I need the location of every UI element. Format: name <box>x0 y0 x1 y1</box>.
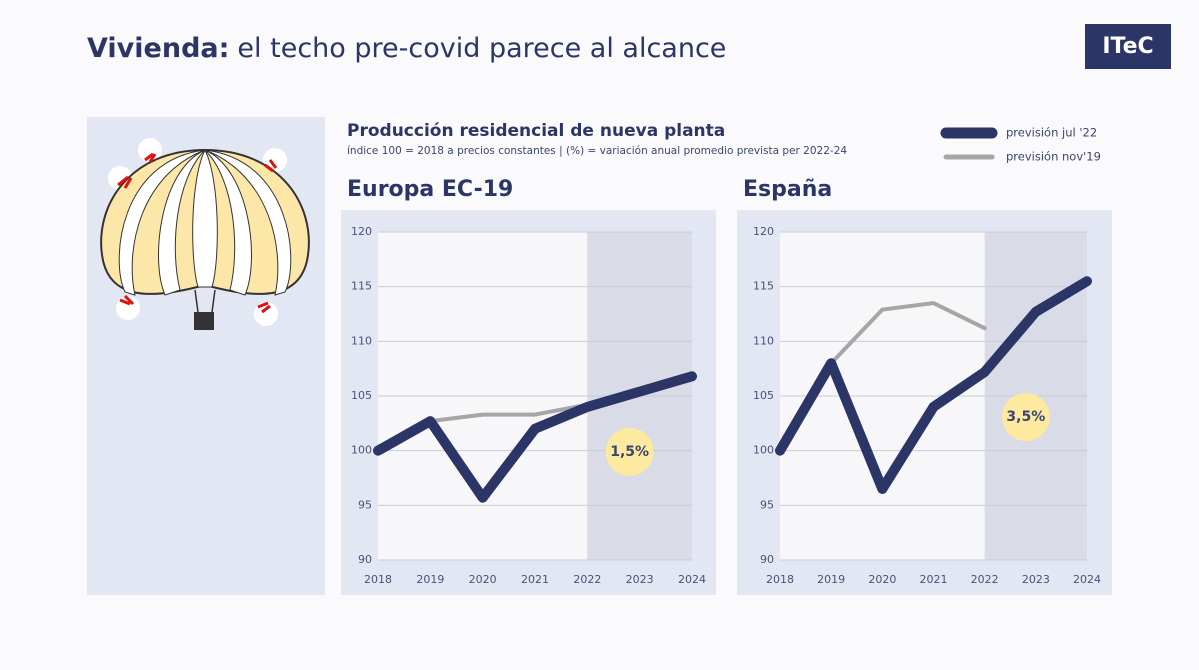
x-tick-label: 2018 <box>766 573 794 586</box>
x-tick-label: 2019 <box>416 573 444 586</box>
series-line <box>775 276 1092 494</box>
legend-label: previsión jul '22 <box>1006 126 1097 140</box>
x-tick-label: 2024 <box>1073 573 1101 586</box>
y-tick-label: 115 <box>753 280 774 293</box>
panel-title: Europa EC-19 <box>347 177 513 202</box>
balloon-illustration <box>100 138 310 330</box>
y-tick-label: 95 <box>760 498 774 511</box>
x-tick-label: 2021 <box>521 573 549 586</box>
y-tick-label: 90 <box>760 553 774 566</box>
x-tick-label: 2021 <box>920 573 948 586</box>
chart-group-subtitle: índice 100 = 2018 a precios constantes |… <box>347 145 847 157</box>
x-tick-label: 2024 <box>678 573 706 586</box>
y-tick-label: 90 <box>358 553 372 566</box>
slide-title: Vivienda: el techo pre-covid parece al al… <box>87 33 726 64</box>
y-tick-label: 105 <box>351 389 372 402</box>
y-tick-label: 120 <box>753 225 774 238</box>
title-bold: Vivienda: <box>87 33 229 64</box>
legend: previsión jul '22 previsión nov'19 <box>940 126 1101 164</box>
title-rest: el techo pre-covid parece al alcance <box>237 33 726 64</box>
x-tick-label: 2022 <box>971 573 999 586</box>
series-line <box>373 371 697 503</box>
x-tick-label: 2018 <box>364 573 392 586</box>
logo-box <box>1085 24 1171 69</box>
x-tick-label: 2023 <box>626 573 654 586</box>
legend-label: previsión nov'19 <box>1006 150 1101 164</box>
x-tick-label: 2022 <box>573 573 601 586</box>
x-tick-label: 2020 <box>469 573 497 586</box>
x-tick-label: 2020 <box>868 573 896 586</box>
x-tick-label: 2023 <box>1022 573 1050 586</box>
y-tick-label: 100 <box>351 444 372 457</box>
annotation: 3,5% <box>1006 409 1045 425</box>
y-tick-label: 110 <box>351 334 372 347</box>
annotation: 1,5% <box>610 444 649 460</box>
y-tick-label: 110 <box>753 334 774 347</box>
annotation-bubble <box>1001 392 1050 441</box>
annotation-bubble <box>605 427 654 476</box>
y-tick-label: 95 <box>358 498 372 511</box>
y-tick-label: 100 <box>753 444 774 457</box>
chart-group-title: Producción residencial de nueva planta <box>347 121 725 141</box>
x-tick-label: 2019 <box>817 573 845 586</box>
y-tick-label: 120 <box>351 225 372 238</box>
logo: ITeC <box>1102 34 1153 59</box>
panel-title: España <box>743 177 832 202</box>
y-tick-label: 115 <box>351 280 372 293</box>
y-tick-label: 105 <box>753 389 774 402</box>
